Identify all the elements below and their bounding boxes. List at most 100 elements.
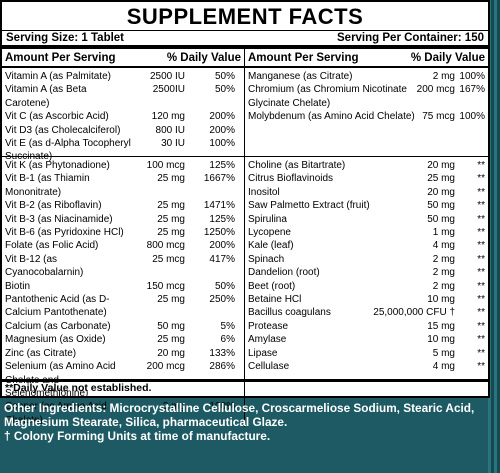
- nutrient-name: Zinc (as Citrate): [5, 347, 77, 359]
- daily-value: **: [477, 334, 485, 346]
- daily-value: 200%: [209, 240, 235, 252]
- nutrient-amount: 10 mg: [427, 334, 455, 346]
- nutrient-amount: 2500 IU: [149, 71, 185, 82]
- daily-value: **: [477, 294, 485, 306]
- nutrient-amount: 4 mg: [432, 240, 455, 252]
- background-stripes: [488, 0, 500, 473]
- servings-per-container: Serving Per Container: 150: [337, 32, 484, 44]
- nutrient-row: Kale (leaf) 4 mg **: [245, 239, 488, 252]
- daily-value: 250%: [209, 294, 235, 306]
- nutrient-amount: 800 IU: [155, 124, 185, 136]
- nutrient-amount: 10 mg: [427, 294, 455, 306]
- nutrient-amount: 50 mg: [427, 200, 455, 212]
- daily-value: **: [477, 160, 485, 171]
- daily-value: 1667%: [203, 173, 235, 185]
- daily-value: **: [477, 253, 485, 265]
- nutrient-row: Vit B-1 (as Thiamin Mononitrate) 25 mg 166…: [2, 172, 244, 199]
- nutrient-group: Choline (as Bitartrate) 20 mg ** Citrus Bio…: [245, 157, 488, 374]
- nutrient-row: Copper (as Amino Acid Chelate) 2 mg 100%: [2, 400, 244, 427]
- nutrient-name: Vitamin A (as Palmitate): [5, 71, 111, 82]
- nutrient-name: Spinach: [248, 253, 285, 265]
- nutrient-row: Vit C (as Ascorbic Acid) 120 mg 200%: [2, 110, 244, 123]
- nutrient-row: Molybdenum (as Amino Acid Chelate) 75 mcg…: [245, 110, 488, 123]
- nutrient-amount: 25 mg: [157, 227, 185, 239]
- nutrient-name: Folate (as Folic Acid): [5, 240, 99, 252]
- nutrient-name: Amylase: [248, 334, 287, 346]
- daily-value: 50%: [214, 71, 235, 82]
- nutrient-amount: 15 mg: [427, 320, 455, 332]
- nutrient-row: Lipase 5 mg **: [245, 347, 488, 360]
- serving-size: Serving Size: 1 Tablet: [6, 32, 125, 44]
- cfu-note: † Colony Forming Units at time of manufa…: [4, 429, 271, 443]
- nutrient-amount: 800 mcg: [146, 240, 185, 252]
- nutrient-amount: 30 IU: [161, 138, 185, 150]
- nutrient-name: Citrus Bioflavinoids: [248, 173, 334, 185]
- header-cell: % Daily Value: [166, 52, 241, 64]
- nutrient-name: Betaine HCl: [248, 294, 302, 306]
- nutrient-amount: 2 mg: [432, 280, 455, 292]
- daily-value: **: [477, 200, 485, 212]
- nutrient-amount: 20 mg: [157, 347, 185, 359]
- nutrient-name: Vit C (as Ascorbic Acid): [5, 111, 109, 123]
- nutrient-amount: 75 mcg: [422, 111, 455, 123]
- bottom-notes: Other Ingredients: Microcrystalline Cell…: [4, 401, 490, 443]
- nutrient-row: Spirulina 50 mg **: [245, 213, 488, 226]
- nutrient-name: Vit B-3 (as Niacinamide): [5, 213, 113, 225]
- daily-value: **: [477, 173, 485, 185]
- supplement-label: SUPPLEMENT FACTS Serving Size: 1 Tablet …: [0, 0, 490, 428]
- nutrient-name: Lycopene: [248, 227, 291, 239]
- nutrient-group: Vitamin A (as Palmitate) 2500 IU 50% Vitami…: [2, 68, 244, 162]
- daily-value: 50%: [214, 84, 235, 96]
- daily-value: 417%: [209, 253, 235, 265]
- nutrient-row: Cellulase 4 mg **: [245, 360, 488, 373]
- nutrient-name: Vitamin A (as Beta Carotene): [5, 84, 87, 109]
- daily-value: **: [477, 267, 485, 279]
- nutrient-row: Biotin 150 mcg 50%: [2, 280, 244, 293]
- daily-value: 167%: [459, 84, 485, 96]
- nutrient-row: Zinc (as Citrate) 20 mg 133%: [2, 347, 244, 360]
- nutrient-amount: 200 mcg: [416, 84, 455, 96]
- nutrient-name: Magnesium (as Oxide): [5, 334, 106, 346]
- nutrient-row: Pantothenic Acid (as D-Calcium Pantothen…: [2, 293, 244, 320]
- nutrient-amount: 200 mcg: [146, 361, 185, 373]
- nutrient-row: Citrus Bioflavinoids 25 mg **: [245, 172, 488, 185]
- daily-value: 5%: [220, 320, 235, 332]
- nutrient-amount: 50 mg: [157, 320, 185, 332]
- nutrient-name: Molybdenum (as Amino Acid Chelate): [248, 111, 415, 123]
- nutrient-amount: 50 mg: [427, 213, 455, 225]
- nutrient-amount: 20 mg: [427, 160, 455, 171]
- nutrient-row: Vit E (as d-Alpha Tocopheryl Succinate) 3…: [2, 137, 244, 164]
- left-column: Amount Per Serving % Daily Value Vitamin A…: [2, 49, 245, 428]
- nutrient-row: Vitamin A (as Beta Carotene) 2500IU 50%: [2, 83, 244, 110]
- daily-value: **: [477, 240, 485, 252]
- nutrient-amount: 25 mcg: [152, 253, 185, 265]
- nutrient-name: Spirulina: [248, 213, 287, 225]
- nutrient-name: Cellulase: [248, 361, 290, 373]
- nutrient-row: Vit B-2 (as Riboflavin) 25 mg 1471%: [2, 199, 244, 212]
- daily-value: **: [477, 186, 485, 198]
- nutrient-row: Lycopene 1 mg **: [245, 226, 488, 239]
- serving-row: Serving Size: 1 Tablet Serving Per Conta…: [2, 31, 488, 49]
- nutrient-name: Inositol: [248, 186, 280, 198]
- nutrient-name: Kale (leaf): [248, 240, 294, 252]
- nutrient-group: Manganese (as Citrate) 2 mg 100% Chromium (…: [245, 68, 488, 157]
- nutrient-row: Protease 15 mg **: [245, 320, 488, 333]
- daily-value: **: [477, 280, 485, 292]
- daily-value: 1250%: [203, 227, 235, 239]
- daily-value: 50%: [214, 280, 235, 292]
- nutrient-amount: 2500IU: [152, 84, 185, 96]
- nutrient-row: Vitamin A (as Palmitate) 2500 IU 50%: [2, 70, 244, 83]
- nutrient-row: Vit D3 (as Cholecalciferol) 800 IU 200%: [2, 124, 244, 137]
- other-ingredients: Other Ingredients: Microcrystalline Cell…: [4, 401, 475, 429]
- nutrient-amount: 5 mg: [432, 347, 455, 359]
- footnote: **Daily Value not established.: [5, 382, 152, 394]
- nutrient-row: Manganese (as Citrate) 2 mg 100%: [245, 70, 488, 83]
- daily-value: 100%: [459, 111, 485, 123]
- daily-value: 125%: [209, 160, 235, 171]
- nutrient-name: Pantothenic Acid (as D-Calcium Pantothen…: [5, 294, 110, 319]
- nutrient-name: Bacillus coagulans: [248, 307, 331, 319]
- column-header: Amount Per Serving % Daily Value: [245, 49, 488, 68]
- nutrient-name: Vit D3 (as Cholecalciferol): [5, 124, 121, 136]
- nutrient-amount: 25,000,000 CFU †: [373, 307, 455, 319]
